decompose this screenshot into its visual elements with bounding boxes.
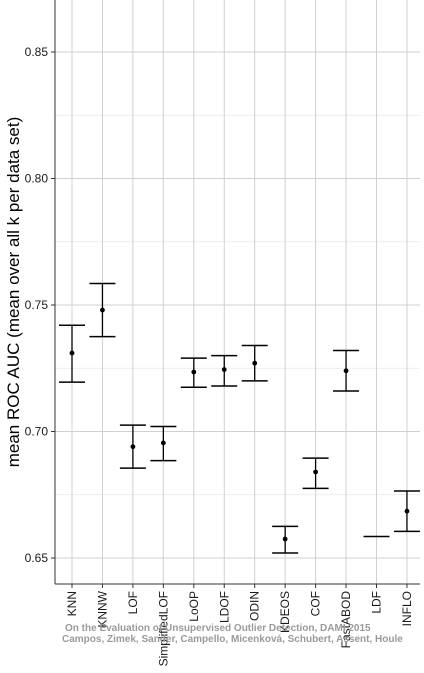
error-bar-kdeos xyxy=(272,525,299,554)
x-tick-label: KNNW xyxy=(95,590,109,627)
mean-point xyxy=(313,469,318,475)
x-tick-label: COF xyxy=(309,591,323,616)
mean-point xyxy=(221,367,227,372)
mean-point xyxy=(69,350,75,356)
y-tick-label: 0.85 xyxy=(25,45,49,59)
mean-point xyxy=(130,444,136,450)
error-bar-lof xyxy=(119,424,146,469)
x-tick-label: SimplifiedLOF xyxy=(156,591,170,666)
axes xyxy=(54,0,420,585)
error-bar-marks xyxy=(59,282,420,554)
x-tick-label: LoOP xyxy=(187,591,201,622)
y-axis-label: mean ROC AUC (mean over all k per data s… xyxy=(4,117,23,468)
error-bar-simplifiedlof xyxy=(150,425,177,462)
mean-point xyxy=(160,440,166,446)
error-bar-odin xyxy=(241,344,268,382)
x-tick-label: KNN xyxy=(65,591,79,616)
y-tick-label: 0.80 xyxy=(25,172,49,186)
y-tick-label: 0.75 xyxy=(25,298,49,312)
mean-point xyxy=(191,369,197,375)
mean-point xyxy=(343,368,349,374)
mean-point xyxy=(100,307,105,313)
mean-point xyxy=(252,360,258,366)
watermark: On the Evaluation of Unsupervised Outlie… xyxy=(62,623,403,645)
x-tick-label: KDEOS xyxy=(278,591,292,633)
y-tick-label: 0.65 xyxy=(25,551,49,565)
error-bar-knn xyxy=(59,324,85,383)
y-tick-labels: 0.65 0.70 0.75 0.80 0.85 xyxy=(25,45,55,565)
x-tick-label: ODIN xyxy=(248,591,262,621)
x-tick-labels: KNN KNNW LOF SimplifiedLOF LoOP LDOF ODIN KDEOS… xyxy=(65,584,414,666)
mean-point xyxy=(282,536,288,542)
y-tick-label: 0.70 xyxy=(25,425,49,439)
error-bar-fastabod xyxy=(333,349,360,392)
x-tick-label: LDOF xyxy=(217,591,231,623)
grid-lines xyxy=(55,0,420,584)
error-bar-inflo xyxy=(393,490,420,533)
mean-point xyxy=(404,508,410,514)
error-bar-knnw xyxy=(89,282,116,338)
error-bar-loop xyxy=(180,357,207,388)
x-tick-label: LOF xyxy=(126,591,140,614)
watermark-line-2: Campos, Zimek, Sander, Campello, Micenko… xyxy=(62,634,403,645)
x-tick-label: LDF xyxy=(370,591,384,614)
x-tick-label: INFLO xyxy=(400,591,414,626)
error-bar-ldof xyxy=(211,354,238,387)
x-tick-label: FastABOD xyxy=(339,591,353,649)
watermark-line-1: On the Evaluation of Unsupervised Outlie… xyxy=(65,623,371,634)
error-bar-cof xyxy=(302,457,329,490)
